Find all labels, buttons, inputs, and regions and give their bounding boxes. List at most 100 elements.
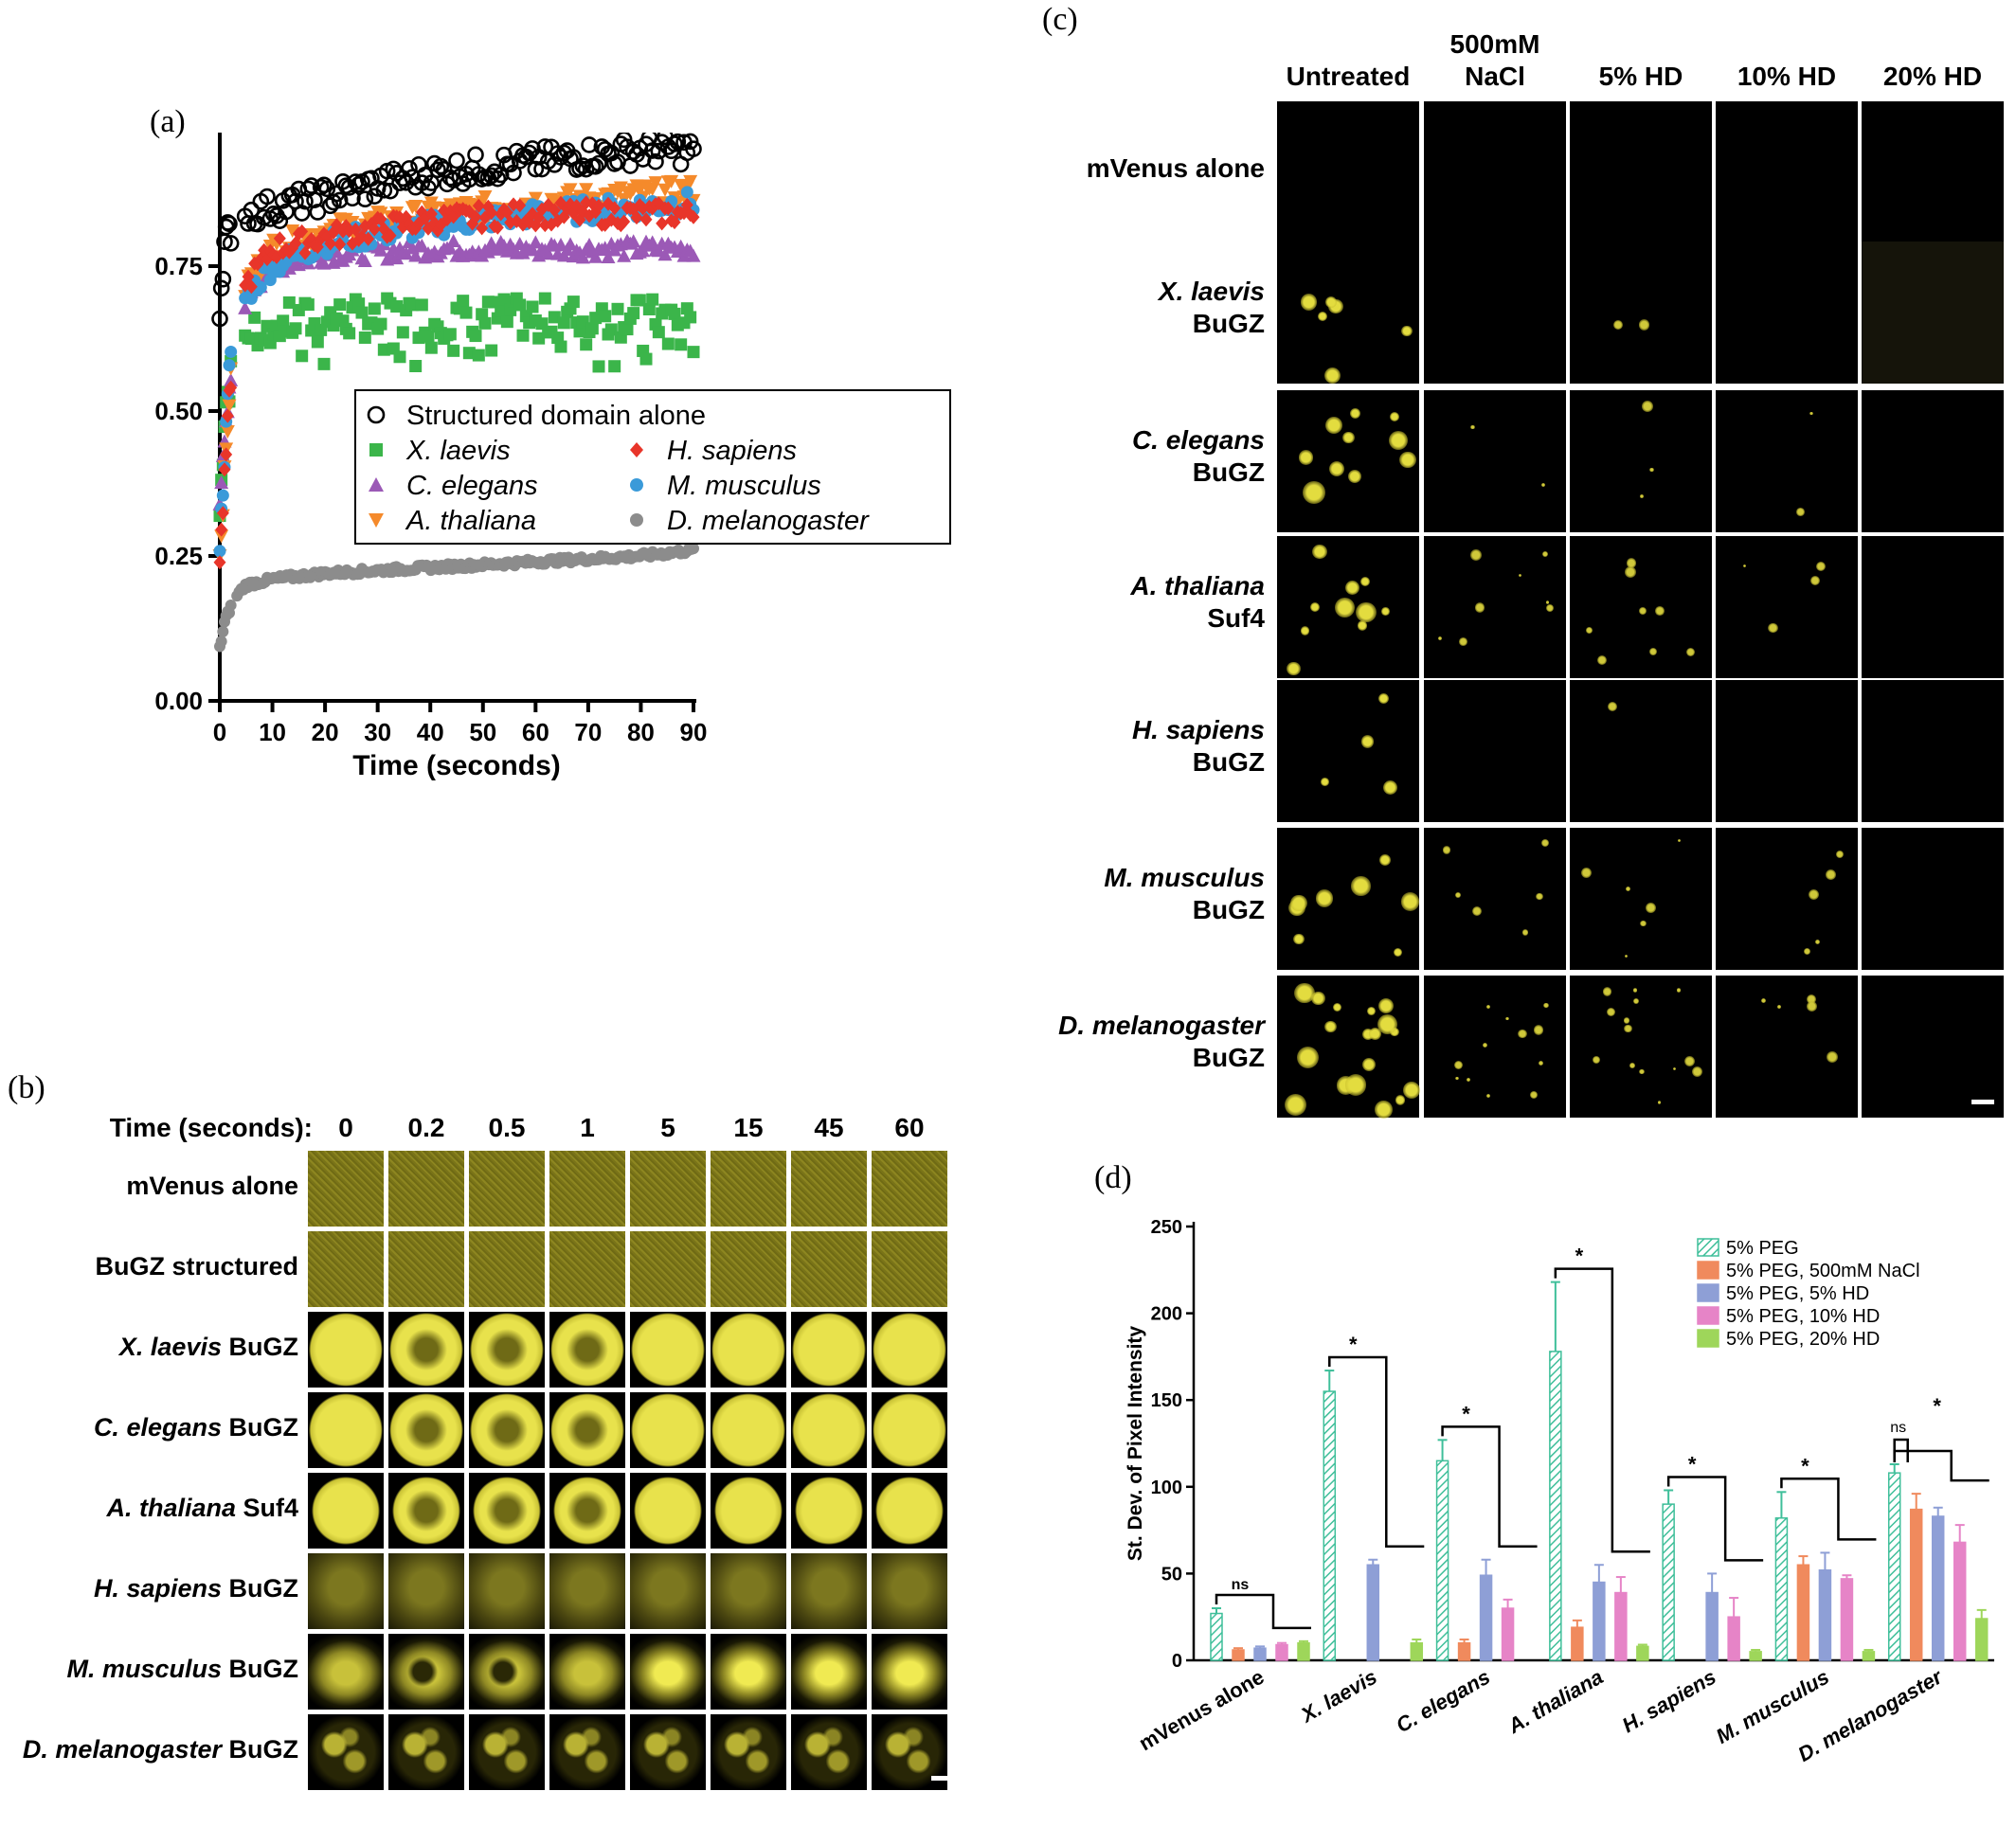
micrograph-tile [711,1634,786,1710]
data-point-x-laevis [592,360,605,373]
data-point-x-laevis [415,298,428,312]
data-point-h-sapiens [687,209,700,224]
micrograph-tile [872,1392,947,1468]
micrograph-tile [1277,536,1419,678]
droplet [1768,622,1778,634]
data-point-h-sapiens [491,220,504,235]
micrograph-tile [1424,390,1566,532]
legend-label-a-thaliana: A. thaliana [405,506,536,536]
droplet [1438,636,1443,640]
data-point-x-laevis [589,312,603,325]
droplet [1640,921,1647,927]
data-point-d-melanogaster [225,600,237,611]
bar-5-peg-500mm-nacl-d-melanogaster [1909,1508,1923,1661]
micrograph-tile [630,1634,706,1710]
bar-5-peg-5-hd-h-sapiens [1705,1591,1719,1661]
legend-label-5-peg-10-hd: 5% PEG, 10% HD [1726,1306,1880,1327]
droplet [1360,576,1371,587]
micrograph-tile [549,1312,625,1388]
data-point-a-thaliana [613,181,628,195]
data-point-x-laevis [409,359,423,372]
micrograph-tile [1277,242,1419,385]
legend-label-5-peg-500mm-nacl: 5% PEG, 500mM NaCl [1726,1261,1920,1281]
y-tick-label: 0.00 [154,687,203,715]
condition-header: 5% HD [1598,62,1683,91]
legend-label-h-sapiens: H. sapiens [667,436,797,466]
data-point-h-sapiens [221,408,234,423]
significance-label: * [1933,1394,1941,1418]
droplet [1815,561,1826,571]
condition-header: 10% HD [1737,62,1837,91]
micrograph-tile [308,1714,384,1790]
data-point-x-laevis [459,306,473,319]
data-point-h-sapiens [273,231,286,246]
scale-bar-c [1971,1100,1994,1104]
data-point-structured-domain-alone [460,170,478,188]
droplet [1472,905,1483,916]
data-point-h-sapiens [535,202,549,217]
row-label-c: mVenus alone [962,152,1265,185]
row-label-protein: BuGZ structured [95,1252,298,1281]
data-point-c-elegans [357,254,372,268]
droplet [1317,311,1327,321]
droplet [1612,320,1623,331]
bar-5-peg-500mm-nacl-a-thaliana [1571,1626,1584,1661]
legend-label-5-peg-20-hd: 5% PEG, 20% HD [1726,1329,1880,1350]
micrograph-tile [1570,680,1712,822]
legend-marker-m-musculus [630,478,643,492]
micrograph-tile [388,1634,464,1710]
data-point-c-elegans [214,475,229,490]
droplet [1474,602,1485,613]
significance-bracket-ns [1893,1438,1909,1462]
data-point-structured-domain-alone [382,182,399,200]
droplet [1455,892,1462,899]
significance-label: * [1349,1333,1358,1356]
legend-swatch-5-peg-5-hd [1697,1283,1719,1302]
data-point-m-musculus [213,545,226,558]
series-structured-domain-alone [211,133,702,328]
droplet [1533,1024,1544,1035]
row-label-species: H. sapiens [93,1574,222,1603]
x-axis-label: Time (seconds) [352,750,561,781]
droplet [1649,467,1654,473]
droplet [1806,994,1817,1005]
data-point-x-laevis [599,310,612,323]
micrograph-tile [1716,680,1858,822]
row-label-protein: mVenus alone [1086,153,1265,183]
legend-label-x-laevis: X. laevis [405,436,511,466]
droplet [1545,600,1550,605]
bar-5-peg-x-laevis [1323,1390,1337,1661]
micrograph-tile [388,1473,464,1549]
category-label-h-sapiens: H. sapiens [1618,1665,1720,1738]
bar-5-peg-20-hd-mvenus-alone [1297,1641,1310,1661]
time-label: 0.5 [488,1113,526,1142]
data-point-h-sapiens [434,217,447,232]
droplet [1298,450,1314,466]
x-tick-label: 30 [364,718,391,746]
data-point-h-sapiens [639,212,653,227]
chart-a-plot: 0.00 0.25 0.50 0.75 1.00 0 10 20 30 40 50 60 70 80 90 T… [154,133,951,781]
x-tick-label: 10 [259,718,286,746]
droplet [1691,1066,1703,1078]
data-point-x-laevis [604,323,618,336]
droplet [1470,424,1475,430]
droplet [1334,597,1355,618]
y-tick-label: 0 [1172,1651,1182,1672]
row-label-species: C. elegans [1131,425,1265,455]
droplet [1607,702,1617,712]
micrograph-tile [1277,828,1420,970]
data-point-structured-domain-alone [331,191,349,209]
droplet [1585,627,1593,634]
droplet [1485,1093,1491,1099]
data-point-structured-domain-alone [489,170,507,188]
data-point-x-laevis [495,304,508,317]
row-label-protein: BuGZ [222,1735,299,1764]
data-point-x-laevis [646,293,659,306]
row-label-protein: BuGZ [1192,747,1265,777]
droplet [1676,988,1682,994]
data-point-d-melanogaster [215,636,227,648]
micrograph-tile [630,1392,706,1468]
data-point-h-sapiens [218,462,231,477]
data-point-x-laevis [548,311,561,324]
droplet [1646,903,1656,914]
